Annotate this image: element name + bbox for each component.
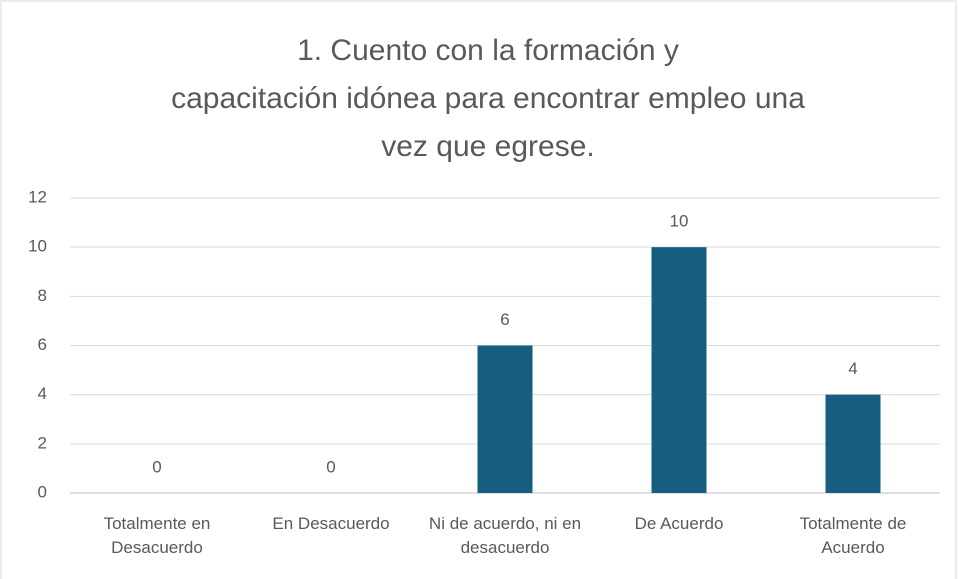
data-label: 0 <box>152 457 161 476</box>
data-label: 6 <box>500 310 509 329</box>
y-tick-label: 0 <box>38 482 47 501</box>
x-tick-label: En Desacuerdo <box>272 514 390 533</box>
x-tick-label: Ni de acuerdo, ni en desacuerdo <box>428 514 582 557</box>
y-tick-label: 6 <box>38 335 47 354</box>
data-label: 10 <box>670 212 689 231</box>
y-tick-label: 12 <box>28 187 47 206</box>
y-tick-label: 4 <box>38 384 47 403</box>
x-tick-label: Totalmente de Acuerdo <box>799 514 907 557</box>
bar <box>825 394 881 493</box>
chart-title: vez que egrese. <box>381 130 594 163</box>
bar <box>651 247 707 493</box>
x-tick-label: De Acuerdo <box>634 514 724 533</box>
chart-title: capacitación idónea para encontrar emple… <box>171 82 805 115</box>
data-label: 0 <box>326 457 335 476</box>
y-tick-label: 8 <box>38 286 47 305</box>
bar <box>477 345 533 493</box>
x-tick-label: Totalmente en Desacuerdo <box>103 514 211 557</box>
data-label: 4 <box>848 359 857 378</box>
chart-title: 1. Cuento con la formación y <box>297 34 679 67</box>
y-tick-label: 10 <box>28 237 47 256</box>
y-tick-label: 2 <box>38 433 47 452</box>
